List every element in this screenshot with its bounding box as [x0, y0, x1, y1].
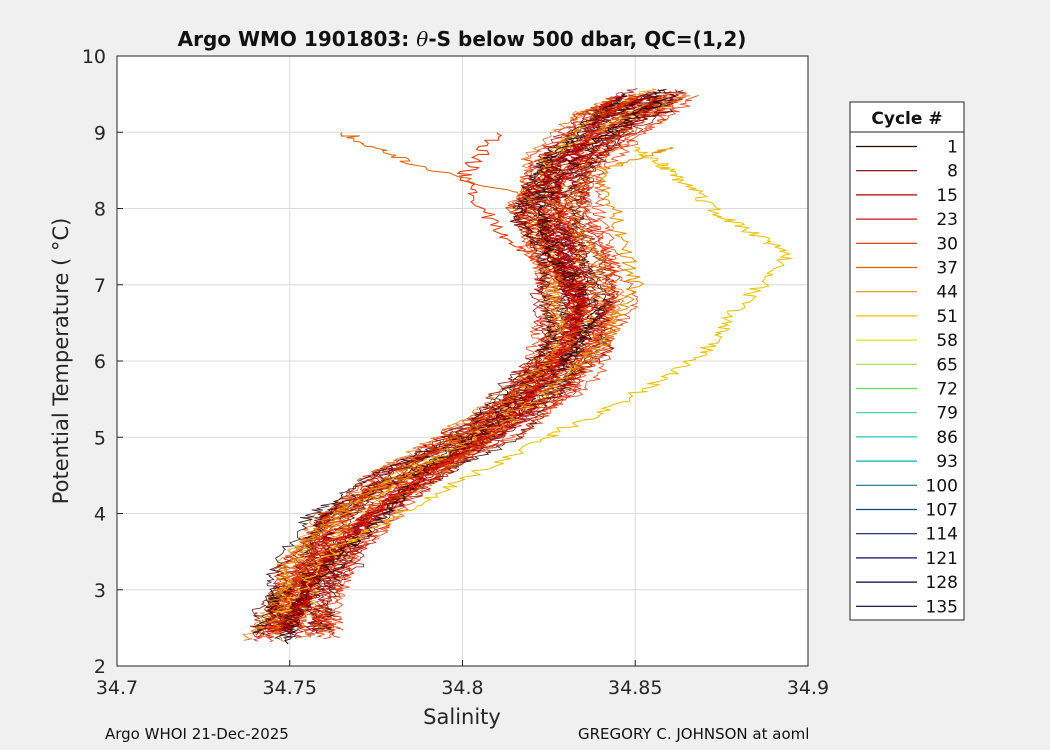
x-tick-label: 34.8: [441, 677, 483, 699]
x-tick-label: 34.7: [96, 677, 138, 699]
y-tick-label: 10: [82, 46, 106, 68]
legend-label-121: 121: [926, 549, 958, 569]
x-tick-label: 34.85: [608, 677, 662, 699]
profile-line-cycle-44: [267, 147, 674, 629]
profile-line-cycle-51: [275, 147, 793, 613]
y-axis-label: Potential Temperature ( °C): [49, 218, 73, 505]
legend-label-72: 72: [936, 380, 958, 400]
x-tick-label: 34.75: [263, 677, 317, 699]
y-tick-label: 5: [94, 427, 106, 449]
profile-line-cycle-37: [268, 132, 607, 614]
profile-cloud-line: [305, 92, 683, 633]
footer-right: GREGORY C. JOHNSON at aoml: [578, 725, 810, 743]
legend-label-1: 1: [947, 138, 958, 158]
chart-title-theta: θ: [416, 27, 428, 51]
profile-line-cycle-23: [289, 132, 621, 622]
axis-ticks: 34.7 34.75 34.8 34.85 34.9 2 3 4 5 6 7 8 9 10: [82, 46, 829, 699]
y-tick-label: 7: [94, 275, 106, 297]
legend-label-51: 51: [936, 307, 958, 327]
profile-cloud-line: [310, 96, 668, 638]
legend-label-93: 93: [936, 452, 958, 472]
profile-line-cycle-1: [280, 93, 677, 645]
profile-cloud-line: [273, 95, 641, 632]
y-tick-label: 6: [94, 351, 106, 373]
profile-line-cycle-30: [273, 132, 582, 621]
legend-label-86: 86: [936, 428, 958, 448]
legend-label-37: 37: [936, 259, 958, 279]
legend-label-30: 30: [936, 234, 958, 254]
chart-title: Argo WMO 1901803: θ-S below 500 dbar, QC…: [178, 27, 747, 51]
legend-label-15: 15: [936, 186, 958, 206]
legend-label-58: 58: [936, 331, 958, 351]
profile-line-cycle-15: [281, 139, 590, 637]
x-tick-label: 34.9: [787, 677, 829, 699]
profile-cloud-line: [268, 96, 641, 631]
legend-label-114: 114: [926, 525, 958, 545]
legend-entries: 1 8 15 23 30 37 44 51 58 65 72 79 86 93 100 107 114 121 12…: [856, 138, 958, 617]
y-tick-label: 3: [94, 580, 106, 602]
legend: Cycle # 1 8 15 23 30 37 44 51 58 65 72 79 86 93 100 107…: [849, 101, 965, 621]
legend-title: Cycle #: [871, 109, 942, 129]
y-tick-label: 8: [94, 199, 106, 221]
profile-cloud-line: [253, 95, 628, 636]
legend-label-65: 65: [936, 355, 958, 375]
y-tick-label: 2: [94, 656, 106, 678]
legend-label-100: 100: [926, 476, 958, 496]
legend-label-79: 79: [936, 404, 958, 424]
profile-lines: [242, 88, 793, 645]
legend-label-128: 128: [926, 573, 958, 593]
y-tick-label: 4: [94, 504, 106, 526]
footer-left: Argo WHOI 21-Dec-2025: [105, 725, 289, 743]
y-tick-label: 9: [94, 122, 106, 144]
x-axis-label: Salinity: [423, 705, 501, 729]
legend-label-135: 135: [926, 597, 958, 617]
profile-cloud-line: [292, 96, 658, 640]
legend-label-8: 8: [947, 162, 958, 182]
chart-title-suffix: -S below 500 dbar, QC=(1,2): [428, 27, 746, 51]
legend-label-44: 44: [936, 283, 958, 303]
chart-title-prefix: Argo WMO 1901803:: [178, 27, 417, 51]
legend-label-23: 23: [936, 210, 958, 230]
legend-label-107: 107: [926, 501, 958, 521]
